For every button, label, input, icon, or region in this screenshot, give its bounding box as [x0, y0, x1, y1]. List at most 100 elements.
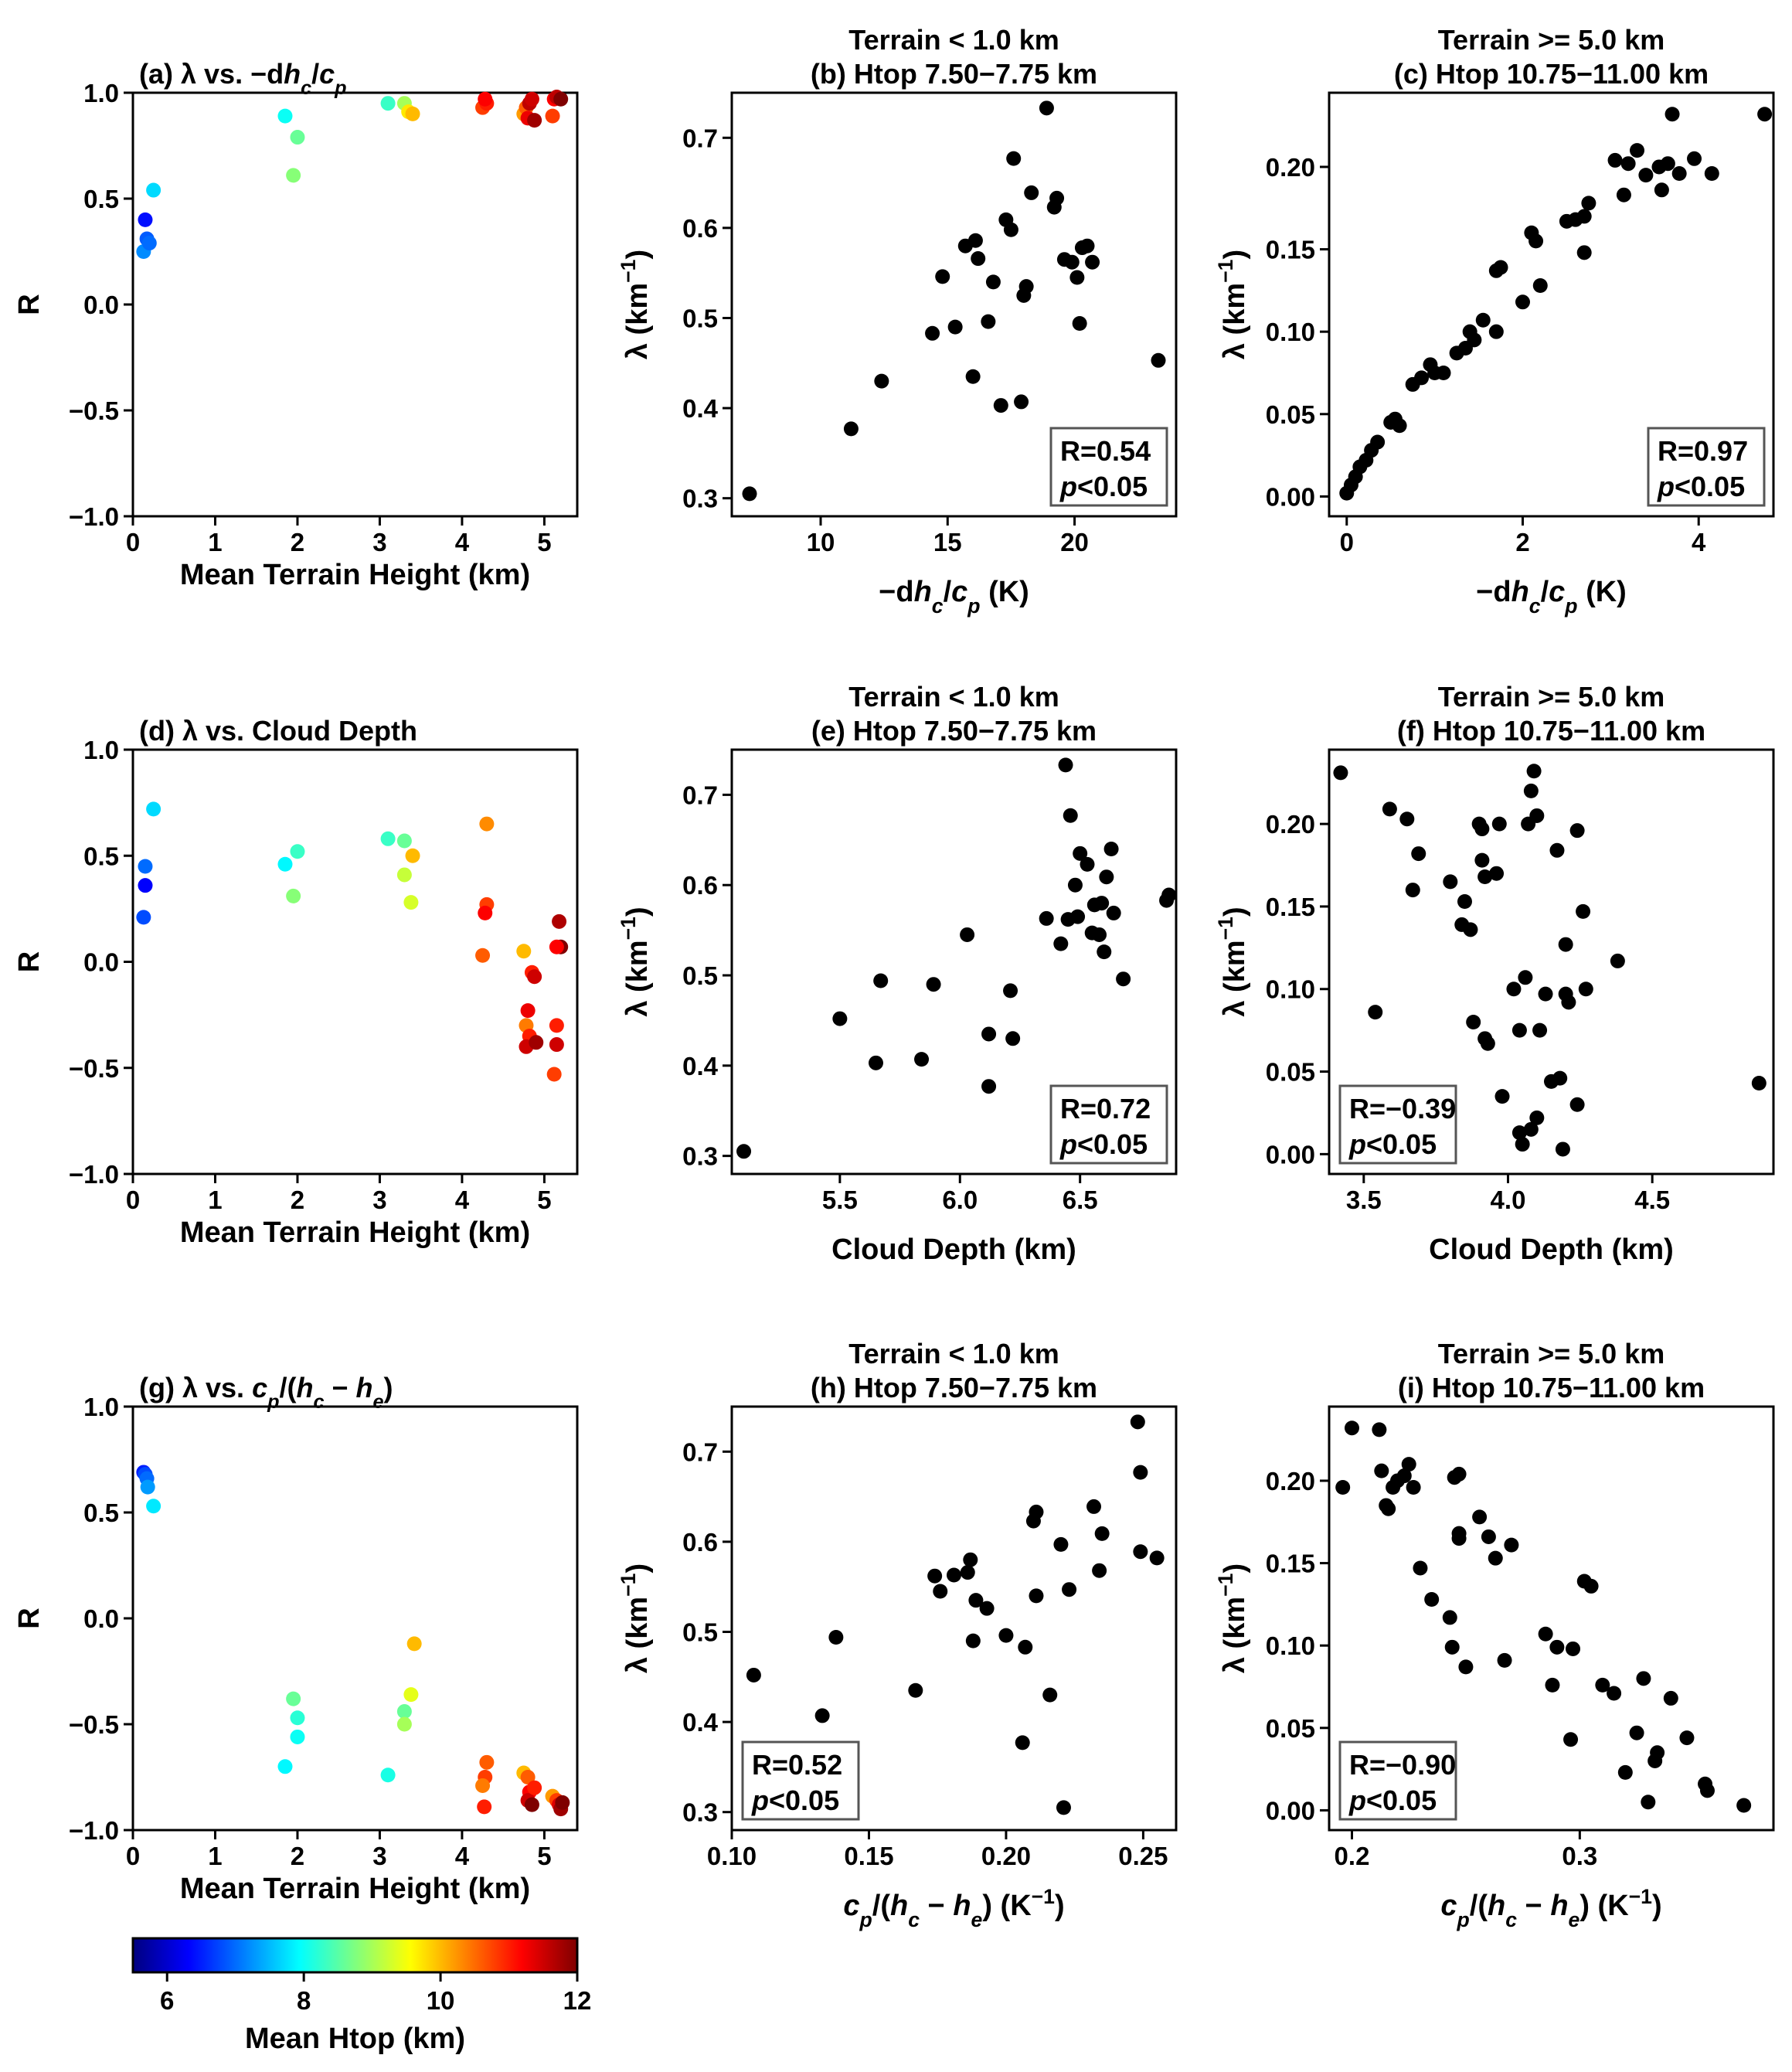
data-point	[1511, 1022, 1527, 1038]
colorbar-tick-label: 6	[160, 1986, 174, 2015]
data-point	[524, 1797, 539, 1812]
y-tick-label: 0.00	[1266, 1140, 1315, 1169]
data-point	[981, 1079, 997, 1094]
data-point	[1058, 757, 1073, 773]
data-point	[1005, 1031, 1021, 1046]
panel-title-line-2: (h) Htop 7.50−7.75 km	[811, 1372, 1097, 1403]
data-point	[1595, 1677, 1610, 1693]
data-point	[1474, 852, 1490, 868]
y-tick-label: 0.4	[682, 1708, 719, 1737]
data-point	[1549, 842, 1565, 858]
panel-title: (a) λ vs. −dhc/cp	[139, 58, 347, 99]
data-point	[1576, 209, 1592, 224]
panel-title-line-1: Terrain >= 5.0 km	[1438, 681, 1665, 713]
data-point	[1467, 332, 1482, 348]
data-point	[1151, 352, 1166, 368]
panel-a: 0 1 2 3 4 5 −1.0 −0.5 0.0 0.5 1.0 (a) λ vs. −dhc/cp…	[13, 58, 579, 591]
data-point	[998, 1628, 1014, 1643]
data-point	[1463, 922, 1478, 937]
x-tick-label: 0.15	[844, 1842, 893, 1870]
data-point	[1072, 315, 1087, 331]
data-point	[1414, 370, 1430, 386]
stats-r-value: R=0.97	[1658, 435, 1748, 467]
data-point	[1442, 1610, 1457, 1625]
data-point	[516, 944, 532, 959]
data-point	[396, 1704, 412, 1720]
data-point	[1018, 1639, 1033, 1655]
data-point	[1491, 816, 1507, 832]
stats-p-value: p<0.05	[1657, 471, 1745, 502]
y-tick-label: 0.05	[1266, 400, 1315, 429]
stats-r-value: R=0.54	[1060, 435, 1151, 467]
data-point	[985, 274, 1001, 290]
data-point	[138, 859, 153, 874]
data-point	[1405, 883, 1420, 898]
data-point	[1736, 1798, 1752, 1813]
data-point	[947, 1567, 961, 1583]
panel-title-line-1: Terrain >= 5.0 km	[1438, 1338, 1665, 1369]
y-tick-label: −0.5	[69, 1054, 119, 1083]
data-point	[546, 1067, 562, 1082]
x-tick-label: 2	[1515, 528, 1529, 556]
data-point	[1523, 1121, 1539, 1137]
x-tick-label: 4	[455, 1842, 470, 1870]
x-tick-label: 15	[933, 528, 962, 556]
y-tick-label: 1.0	[83, 736, 119, 764]
data-point	[286, 1691, 301, 1706]
x-tick-label: 3.5	[1346, 1186, 1382, 1214]
data-point	[475, 948, 491, 963]
y-axis-label: λ (km−1)	[617, 907, 654, 1016]
data-point	[1049, 190, 1065, 206]
y-tick-label: −0.5	[69, 396, 119, 425]
data-point	[138, 878, 153, 893]
data-point	[1549, 1639, 1565, 1655]
data-point	[1532, 277, 1548, 293]
data-point	[290, 1729, 305, 1744]
data-point	[1070, 909, 1086, 924]
axes-frame	[131, 748, 579, 1175]
y-tick-label: 0.10	[1266, 318, 1315, 346]
data-point	[380, 96, 396, 111]
colorbar-tick-label: 12	[563, 1986, 592, 2015]
x-tick-label: 3	[372, 1842, 386, 1870]
data-point	[1528, 233, 1544, 249]
data-point	[1488, 324, 1504, 339]
panel-title-line-1: Terrain < 1.0 km	[848, 24, 1059, 56]
y-tick-label: 0.5	[682, 961, 718, 990]
stats-box	[741, 1740, 860, 1821]
data-point	[549, 1018, 564, 1033]
data-point	[925, 325, 940, 341]
data-point	[1610, 953, 1625, 968]
axes-frame	[131, 1405, 579, 1832]
data-point	[1015, 1735, 1030, 1750]
data-point	[140, 1479, 155, 1495]
y-tick-label: 0.15	[1266, 236, 1315, 264]
x-axis-label: Mean Terrain Height (km)	[180, 559, 530, 591]
y-tick-label: 0.20	[1266, 810, 1315, 839]
data-point	[1024, 185, 1039, 200]
x-tick-label: 5	[537, 1842, 551, 1870]
stats-p-value: p<0.05	[1059, 471, 1148, 502]
y-tick-label: 0.4	[682, 394, 719, 423]
y-tick-label: 0.6	[682, 871, 718, 900]
data-point	[1663, 1690, 1678, 1706]
data-point	[1497, 1652, 1512, 1668]
data-point	[1064, 254, 1080, 270]
stats-p-value: p<0.05	[1059, 1128, 1148, 1160]
data-point	[1515, 294, 1530, 310]
data-point	[1406, 1479, 1421, 1495]
x-tick-label: 4.5	[1634, 1186, 1670, 1214]
data-point	[1466, 1014, 1481, 1029]
y-axis-label: λ (km−1)	[617, 250, 654, 359]
data-point	[1399, 811, 1415, 827]
y-tick-label: −1.0	[69, 1816, 119, 1845]
panel-e: 5.5 6.0 6.5 0.3 0.4 0.5 0.6 0.7 Terrain < 1.0 km…	[617, 681, 1178, 1266]
data-point	[1116, 971, 1131, 987]
data-point	[1335, 1479, 1351, 1495]
data-point	[828, 1629, 844, 1645]
x-axis-label: −dhc/cp (K)	[1476, 576, 1627, 618]
data-point	[1583, 1578, 1599, 1594]
panel-title-line-2: (e) Htop 7.50−7.75 km	[811, 715, 1097, 747]
stats-r-value: R=−0.39	[1349, 1093, 1456, 1124]
data-point	[405, 848, 420, 863]
